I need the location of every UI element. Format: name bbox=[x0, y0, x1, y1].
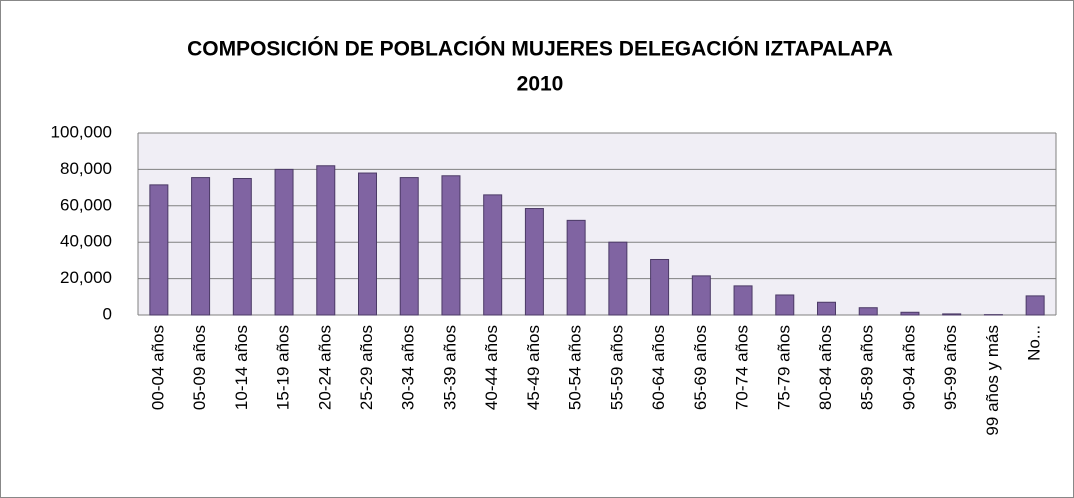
x-tick-label: 99 años y más bbox=[983, 325, 1002, 436]
bar bbox=[316, 165, 336, 316]
x-tick-label: 90-94 años bbox=[899, 325, 918, 410]
bar bbox=[149, 184, 169, 316]
bar bbox=[817, 301, 836, 316]
y-tick-label: 20,000 bbox=[60, 268, 112, 287]
bar bbox=[858, 307, 878, 316]
bar bbox=[483, 194, 503, 316]
x-tick-label: 70-74 años bbox=[733, 325, 752, 410]
bar bbox=[650, 258, 670, 316]
x-tick-label: 30-34 años bbox=[399, 325, 418, 410]
x-tick-label: 15-19 años bbox=[274, 325, 293, 410]
y-tick-label: 60,000 bbox=[60, 195, 112, 214]
x-tick-label: 50-54 años bbox=[566, 325, 585, 410]
chart-title: COMPOSICIÓN DE POBLACIÓN MUJERES DELEGAC… bbox=[187, 37, 893, 61]
x-tick-label: 75-79 años bbox=[774, 325, 793, 410]
x-tick-label: 85-89 años bbox=[858, 325, 877, 410]
x-tick-label: 20-24 años bbox=[315, 325, 334, 410]
x-tick-label: 00-04 años bbox=[148, 325, 167, 410]
bar bbox=[691, 275, 711, 316]
bar bbox=[608, 241, 628, 316]
y-tick-label: 0 bbox=[103, 304, 112, 323]
bar bbox=[775, 294, 795, 316]
bar bbox=[942, 313, 962, 316]
bar bbox=[900, 311, 920, 316]
bar bbox=[566, 219, 586, 316]
y-tick-label: 80,000 bbox=[60, 159, 112, 178]
bar bbox=[1025, 295, 1045, 316]
x-tick-label: 25-29 años bbox=[357, 325, 376, 410]
x-tick-label: 60-64 años bbox=[649, 325, 668, 410]
x-tick-label: 35-39 años bbox=[440, 325, 459, 410]
x-tick-label: 95-99 años bbox=[941, 325, 960, 410]
x-tick-label: 40-44 años bbox=[482, 325, 501, 410]
x-tick-label: 45-49 años bbox=[524, 325, 543, 410]
bar bbox=[733, 285, 753, 316]
y-tick-label: 100,000 bbox=[51, 122, 112, 141]
bar bbox=[274, 168, 294, 316]
x-tick-label: 05-09 años bbox=[190, 325, 209, 410]
x-tick-label: 65-69 años bbox=[691, 325, 710, 410]
bar bbox=[358, 172, 377, 316]
bar bbox=[399, 177, 419, 316]
x-tick-label: 80-84 años bbox=[816, 325, 835, 410]
bar bbox=[524, 208, 544, 316]
bar bbox=[191, 177, 211, 316]
y-tick-label: 40,000 bbox=[60, 232, 112, 251]
x-tick-label: 10-14 años bbox=[232, 325, 251, 410]
x-tick-label: 55-59 años bbox=[607, 325, 626, 410]
bar bbox=[232, 178, 252, 316]
x-tick-label: No... bbox=[1025, 325, 1044, 361]
bar bbox=[441, 175, 461, 316]
chart-title: 2010 bbox=[517, 73, 564, 96]
